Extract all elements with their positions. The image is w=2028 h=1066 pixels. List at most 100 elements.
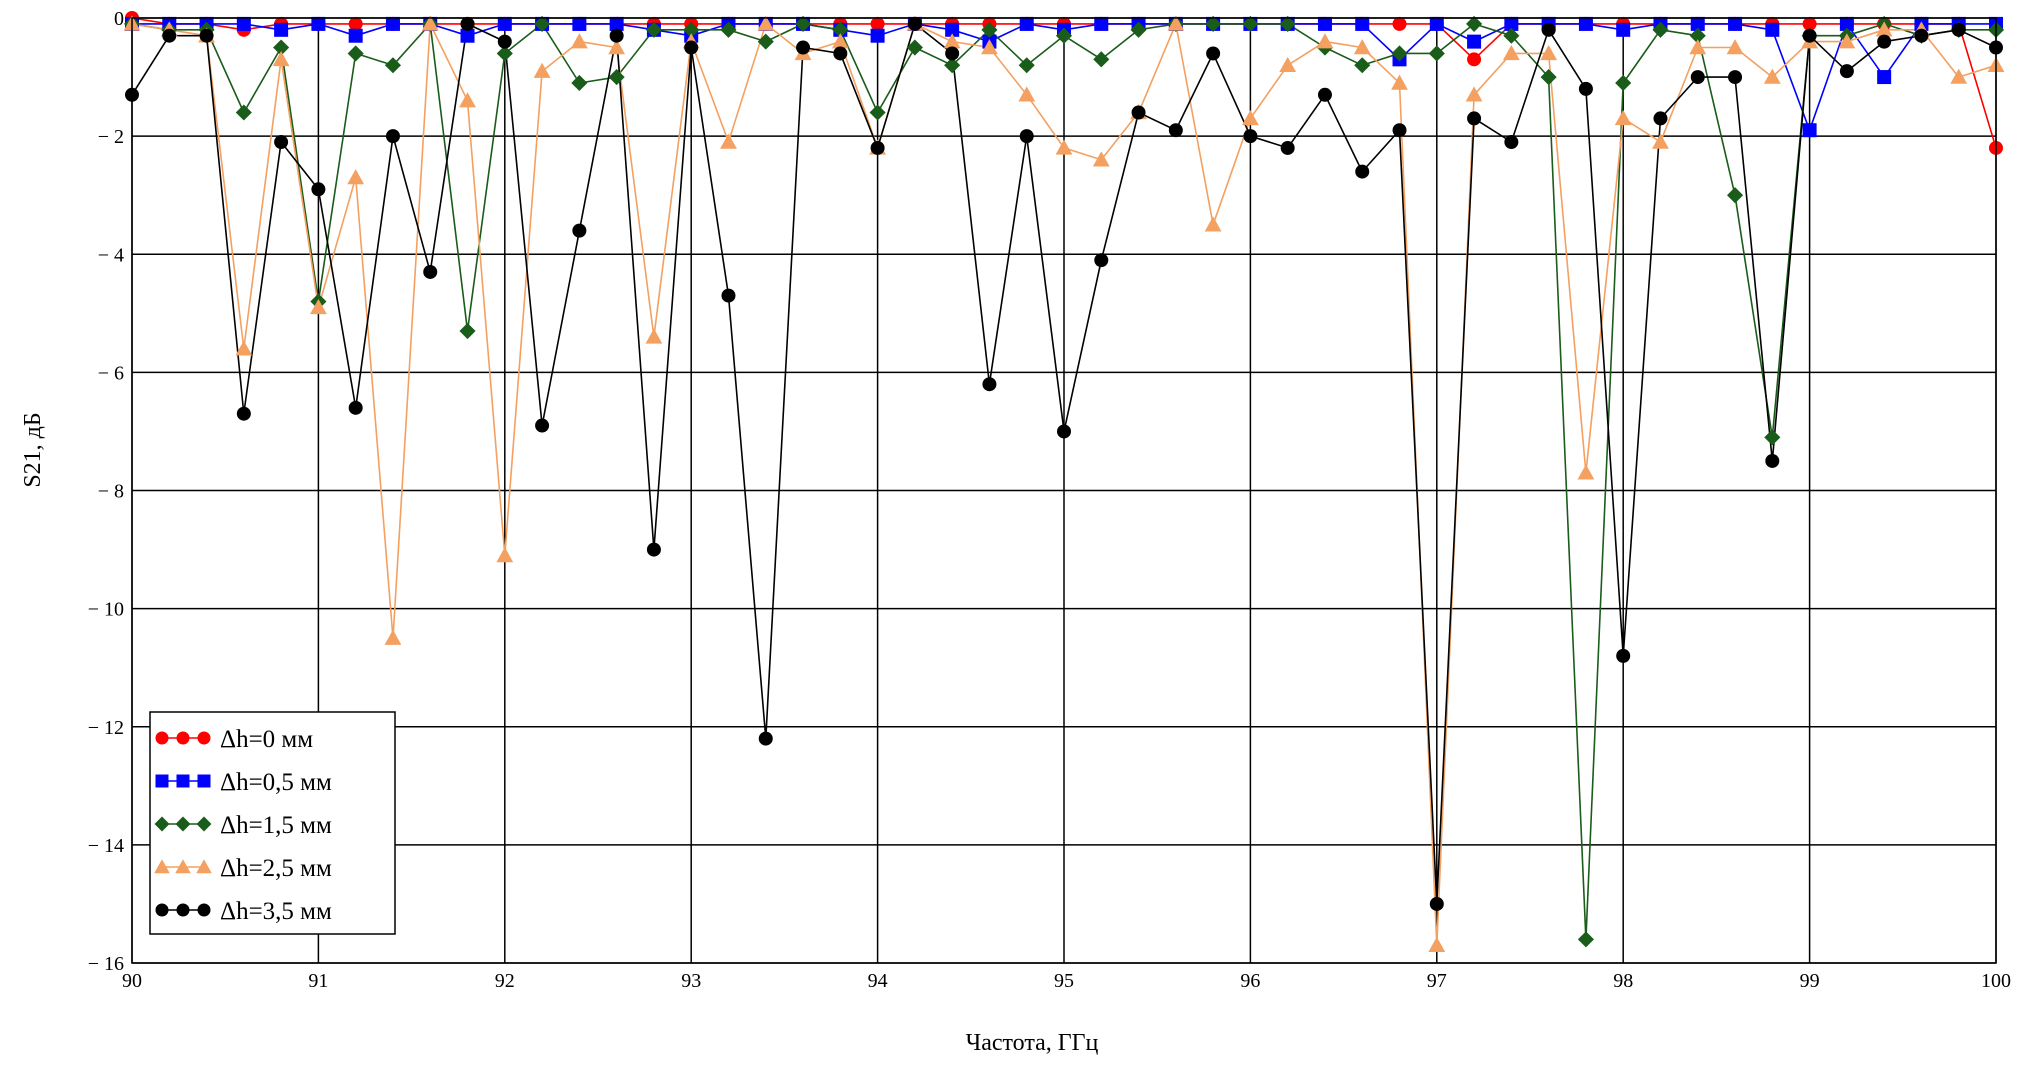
data-point xyxy=(274,135,289,150)
legend-marker xyxy=(197,731,211,745)
data-point xyxy=(1577,464,1595,480)
data-point xyxy=(1615,74,1632,92)
legend-marker xyxy=(197,903,211,917)
data-point xyxy=(1317,16,1332,31)
data-point xyxy=(645,328,663,344)
data-point xyxy=(460,16,475,31)
data-point xyxy=(1391,45,1408,62)
data-point xyxy=(1280,140,1295,155)
data-point xyxy=(1168,123,1183,138)
data-point xyxy=(1877,34,1892,49)
data-point xyxy=(609,16,624,31)
data-point xyxy=(348,28,363,43)
y-tick-label: 0 xyxy=(114,8,124,30)
data-point xyxy=(831,33,849,49)
legend-label: Δh=0 мм xyxy=(220,726,313,753)
data-point xyxy=(534,15,551,32)
data-point xyxy=(1728,16,1743,31)
data-point xyxy=(1877,70,1892,85)
y-tick-label: − 12 xyxy=(88,717,124,739)
data-point xyxy=(869,104,886,121)
data-point xyxy=(1802,16,1817,31)
legend-marker xyxy=(176,774,190,788)
data-point xyxy=(535,418,550,433)
data-point xyxy=(1541,22,1556,37)
data-point xyxy=(981,21,998,38)
data-point xyxy=(870,140,885,155)
legend-label: Δh=1,5 мм xyxy=(220,812,332,839)
data-point xyxy=(1467,52,1482,67)
data-point xyxy=(794,15,812,32)
data-point xyxy=(684,40,699,55)
x-tick-label: 91 xyxy=(308,970,328,992)
data-point xyxy=(235,104,252,121)
data-point xyxy=(796,40,811,55)
data-point xyxy=(1243,129,1258,144)
data-point xyxy=(311,182,326,197)
data-point xyxy=(1392,16,1407,31)
data-point xyxy=(384,57,402,74)
y-tick-label: − 10 xyxy=(88,599,124,621)
data-point xyxy=(497,34,512,49)
data-point xyxy=(609,28,624,43)
data-point xyxy=(496,547,514,563)
data-point xyxy=(1355,164,1370,179)
data-point xyxy=(384,629,402,645)
data-point xyxy=(683,21,700,38)
data-point xyxy=(460,28,475,43)
data-point xyxy=(870,28,885,43)
data-point xyxy=(608,39,626,55)
data-point xyxy=(1690,16,1705,31)
data-point xyxy=(1019,16,1034,31)
data-point xyxy=(1354,57,1371,74)
data-point xyxy=(608,69,625,86)
data-point xyxy=(1652,21,1669,38)
data-point xyxy=(1316,33,1334,49)
data-point xyxy=(645,21,662,38)
data-point xyxy=(1353,39,1371,55)
data-point xyxy=(274,22,289,37)
data-point xyxy=(1652,133,1669,149)
data-point xyxy=(1205,15,1222,32)
data-point xyxy=(1802,28,1817,43)
legend-marker xyxy=(155,731,169,745)
data-point xyxy=(347,169,365,185)
plot-frame xyxy=(131,17,1997,964)
data-point xyxy=(1616,22,1631,37)
y-tick-labels: 0 − 2 − 4 − 6 − 8 − 10 − 12 − 14 − 16 xyxy=(88,8,124,975)
data-point xyxy=(1019,129,1034,144)
data-point xyxy=(1057,424,1071,439)
data-point xyxy=(1578,16,1593,31)
data-point xyxy=(981,39,998,55)
legend-label: Δh=2,5 мм xyxy=(220,855,332,882)
data-point xyxy=(572,223,587,238)
data-point xyxy=(459,322,476,340)
data-point xyxy=(1728,70,1743,85)
data-point xyxy=(646,542,661,557)
data-point xyxy=(1504,16,1519,31)
data-point xyxy=(1055,139,1073,155)
data-point xyxy=(1018,86,1036,102)
x-tick-label: 92 xyxy=(495,970,515,992)
data-point xyxy=(459,92,476,108)
x-tick-label: 98 xyxy=(1613,970,1633,992)
data-point xyxy=(1317,87,1332,102)
data-point xyxy=(1540,69,1557,86)
data-point xyxy=(1914,28,1929,43)
legend-item: Δh=3,5 мм xyxy=(155,898,332,925)
data-point xyxy=(870,16,885,31)
legend-marker xyxy=(196,816,212,832)
data-point xyxy=(310,299,327,315)
data-point xyxy=(1763,68,1781,84)
data-point xyxy=(1689,27,1706,44)
y-tick-label: − 4 xyxy=(98,244,124,266)
data-point xyxy=(1242,110,1259,126)
legend-marker xyxy=(196,859,212,874)
chart-grid xyxy=(131,17,1997,964)
data-point xyxy=(570,33,588,49)
data-point xyxy=(1577,931,1594,948)
legend-marker xyxy=(154,816,170,832)
x-tick-label: 100 xyxy=(1981,970,2011,992)
x-tick-labels: 90 91 92 93 94 95 96 97 98 99 100 xyxy=(122,970,2011,992)
